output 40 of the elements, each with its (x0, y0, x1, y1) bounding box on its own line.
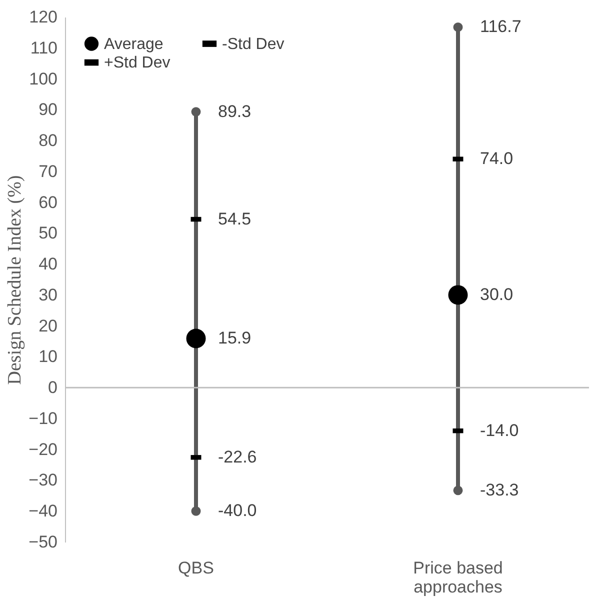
y-tick-label: 80 (38, 131, 58, 150)
y-tick-label: 70 (38, 162, 58, 181)
y-tick-label: −10 (28, 408, 58, 428)
data-label: 54.5 (218, 209, 252, 228)
legend-label: Average (104, 36, 164, 53)
y-tick-label: 20 (38, 316, 58, 336)
y-tick-label: −40 (28, 502, 58, 521)
y-tick-label: 120 (29, 8, 58, 26)
point (191, 506, 201, 516)
y-tick-label: 90 (38, 100, 58, 120)
y-tick-label: 40 (38, 254, 58, 274)
data-label: 15.9 (218, 328, 252, 348)
y-tick-label: 110 (30, 38, 58, 58)
data-label: 30.0 (480, 284, 514, 304)
data-label: 89.3 (218, 102, 252, 121)
data-label: 74.0 (480, 149, 514, 168)
data-label: -22.6 (218, 447, 257, 466)
legend-label: -Std Dev (222, 36, 284, 53)
y-tick-label: 0 (48, 378, 58, 398)
y-axis-title: Design Schedule Index (%) (4, 175, 26, 385)
legend-label: +Std Dev (104, 54, 170, 72)
x-tick-label: QBS (178, 558, 214, 578)
point (186, 328, 206, 348)
data-label: -40.0 (218, 501, 257, 520)
point (453, 486, 463, 496)
y-tick-label: −20 (28, 440, 58, 459)
point (191, 107, 201, 117)
point (448, 285, 468, 305)
y-tick-label: −50 (28, 532, 58, 552)
data-label: 116.7 (480, 17, 522, 36)
data-label: -33.3 (480, 480, 519, 500)
y-tick-label: 30 (38, 285, 58, 304)
x-tick-label: Price based approaches (413, 558, 503, 596)
y-tick-label: 100 (29, 69, 58, 88)
y-tick-label: −30 (28, 470, 58, 490)
y-tick-label: 50 (38, 224, 58, 243)
y-tick-label: 10 (38, 347, 58, 366)
y-tick-label: 60 (38, 192, 58, 212)
data-label: -14.0 (480, 420, 519, 440)
point (453, 22, 463, 32)
